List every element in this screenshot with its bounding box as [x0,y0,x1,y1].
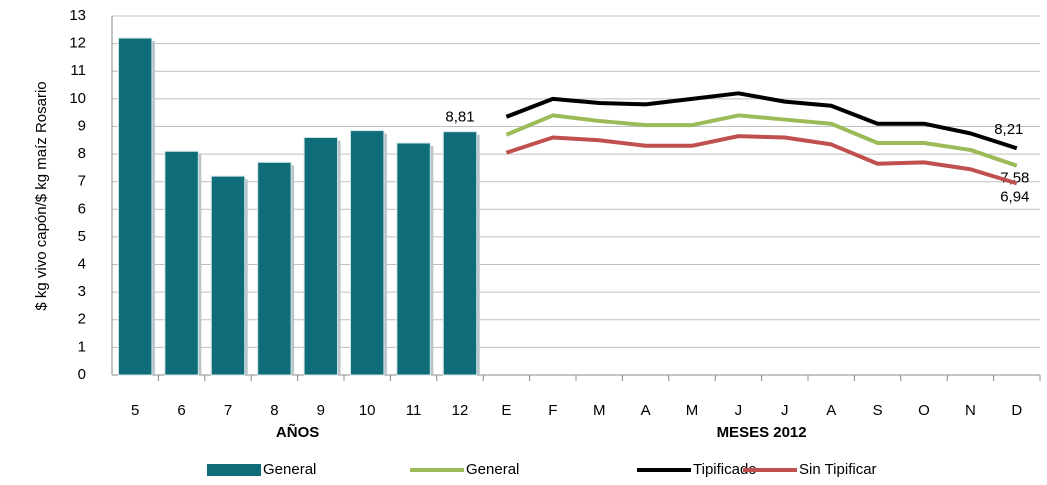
bar [117,37,153,376]
legend-label: Sin Tipificar [799,461,877,478]
y-tick-label: 0 [78,366,86,383]
x-tick-label: D [1011,402,1022,419]
y-tick-label: 8 [78,145,86,162]
x-tick-label: E [501,402,511,419]
x-tick-label: 11 [406,402,422,419]
bar [303,137,339,376]
bar [257,161,292,376]
bar [396,142,431,376]
group-label: AÑOS [276,423,319,441]
y-tick-label: 10 [69,90,86,107]
line [505,91,1018,151]
data-label: 8,21 [994,121,1023,138]
y-tick-label: 1 [78,338,86,355]
x-tick-label: M [686,402,699,419]
x-tick-label: F [548,402,557,419]
line [505,113,1018,168]
y-tick-label: 5 [78,228,86,245]
x-tick-label: J [781,402,789,419]
y-axis-label: $ kg vivo capón/$ kg maíz Rosario [33,81,50,310]
data-label: 6,94 [1000,188,1029,205]
legend-label: General [466,461,519,478]
y-tick-label: 3 [78,283,86,300]
y-tick-label: 4 [78,256,86,273]
x-tick-label: O [918,402,930,419]
x-tick-label: S [873,402,883,419]
x-tick-label: J [735,402,743,419]
legend-label: Tipificado [693,461,757,478]
y-tick-label: 2 [78,311,86,328]
x-tick-label: A [641,402,651,419]
y-tick-label: 6 [78,200,86,217]
x-tick-label: 7 [224,402,232,419]
bar [210,175,246,376]
x-tick-label: 8 [270,402,278,419]
x-tick-label: 9 [317,402,325,419]
data-label: 8,81 [445,109,474,126]
y-tick-label: 11 [70,62,86,79]
y-tick-label: 13 [69,7,86,24]
legend-swatch [207,464,261,476]
x-tick-label: 6 [177,402,185,419]
bar [164,150,199,376]
line [505,134,1018,186]
x-tick-label: 12 [452,402,469,419]
y-tick-label: 7 [78,173,86,190]
legend-label: General [263,461,316,478]
bar [442,131,478,376]
x-tick-label: N [965,402,976,419]
y-tick-label: 9 [78,117,86,134]
x-tick-label: A [826,402,836,419]
y-tick-label: 12 [69,35,86,52]
x-tick-label: 5 [131,402,139,419]
bar [349,130,385,376]
group-label: MESES 2012 [717,424,807,441]
x-tick-label: M [593,402,606,419]
x-tick-label: 10 [359,402,376,419]
